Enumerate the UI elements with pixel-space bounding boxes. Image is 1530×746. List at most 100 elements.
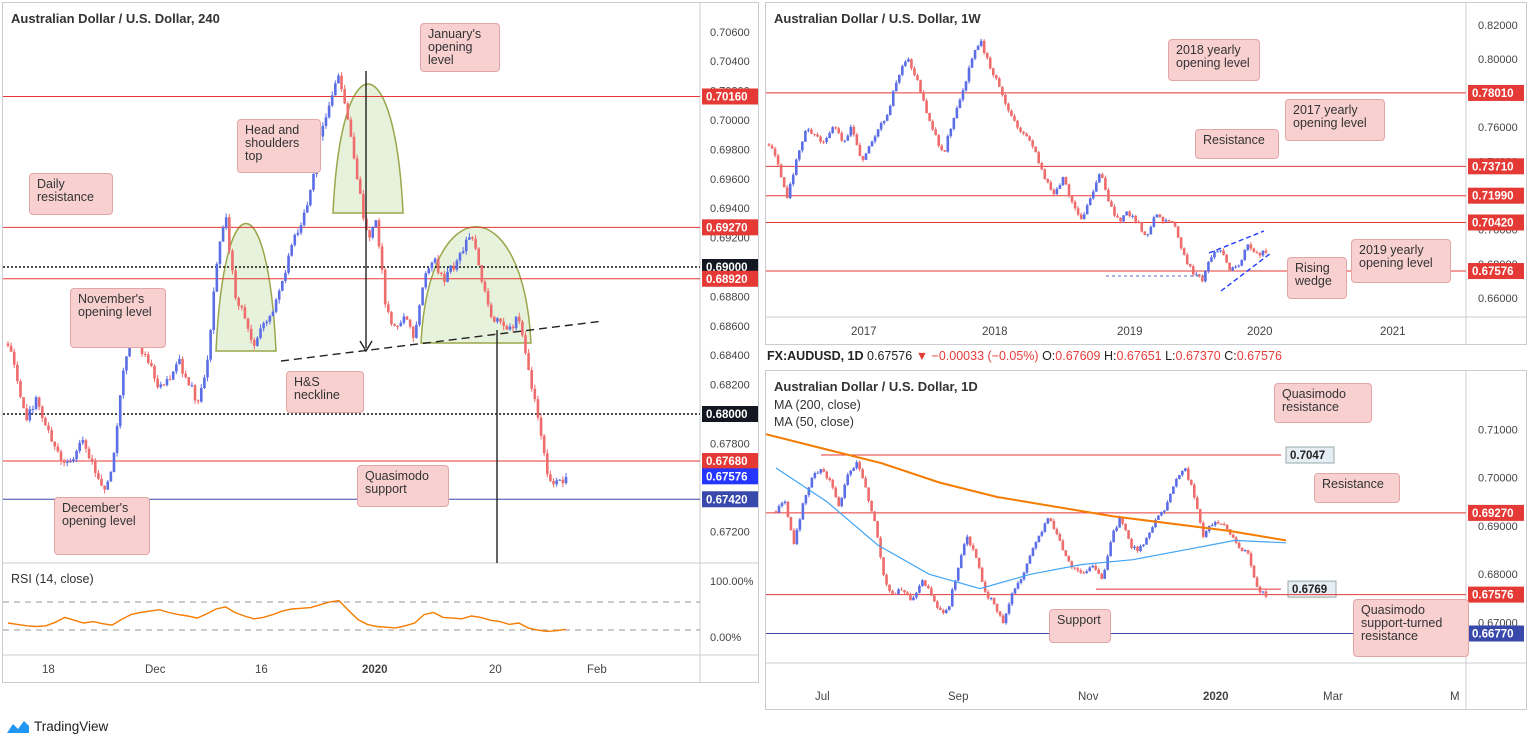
- price-candle: [904, 61, 907, 67]
- annotation-callout[interactable]: H&S neckline: [286, 371, 364, 413]
- price-candle: [882, 557, 885, 575]
- chart-weekly-panel[interactable]: 0.820000.800000.760000.740000.720000.700…: [765, 2, 1527, 345]
- price-candle: [925, 100, 928, 114]
- price-candle: [1234, 266, 1237, 268]
- price-candle: [1216, 251, 1219, 253]
- price-candle: [143, 353, 147, 355]
- low-value: 0.67370: [1175, 349, 1221, 363]
- price-label: 0.70420: [1472, 217, 1514, 229]
- annotation-callout[interactable]: Quasimodo support: [357, 465, 449, 507]
- price-candle: [1073, 567, 1077, 569]
- price-candle: [59, 451, 63, 462]
- annotation-callout[interactable]: Resistance: [1195, 129, 1279, 159]
- brand-name: TradingView: [34, 719, 109, 734]
- price-label-box: [1468, 158, 1524, 175]
- price-candle: [831, 479, 835, 488]
- price-candle: [973, 50, 977, 59]
- price-label-box: [702, 491, 758, 508]
- price-candle: [162, 384, 166, 386]
- price-candle: [967, 67, 971, 82]
- annotation-callout[interactable]: Quasimodo support-turned resistance: [1353, 599, 1469, 657]
- price-candle: [971, 545, 975, 550]
- annotation-callout[interactable]: Quasimodo resistance: [1274, 383, 1372, 423]
- price-candle: [1151, 527, 1154, 533]
- annotation-callout[interactable]: Rising wedge: [1287, 257, 1347, 299]
- price-candle: [1037, 535, 1041, 543]
- price-candle: [468, 237, 471, 240]
- price-candle: [1025, 133, 1028, 137]
- annotation-callout[interactable]: 2018 yearly opening level: [1168, 39, 1260, 81]
- price-candle: [1088, 198, 1092, 206]
- price-candle: [1082, 572, 1086, 574]
- price-candle: [855, 462, 858, 469]
- price-candle: [1085, 205, 1089, 215]
- chart-weekly-canvas[interactable]: 0.820000.800000.760000.740000.720000.700…: [766, 3, 1527, 345]
- price-candle: [888, 584, 891, 591]
- x-tick-label: Dec: [145, 664, 166, 676]
- price-candle: [903, 590, 906, 593]
- price-candle: [931, 121, 934, 130]
- y-tick-label: 0.70400: [710, 56, 750, 68]
- price-label-box: [1468, 586, 1524, 603]
- x-tick-label: 2019: [1117, 326, 1143, 338]
- price-candle: [1231, 534, 1235, 538]
- price-label-box: [702, 468, 758, 485]
- chart-daily-panel[interactable]: 0.71000 0.70000 0.69000 0.68000 0.67000 0.704…: [765, 370, 1527, 710]
- annotation-callout[interactable]: December's opening level: [54, 497, 150, 555]
- price-candle: [97, 472, 100, 479]
- price-candle: [774, 511, 778, 513]
- price-candle: [789, 516, 793, 531]
- annotation-callout[interactable]: January's opening level: [420, 23, 500, 72]
- y-tick-label: 0.69400: [710, 203, 750, 215]
- price-candle: [1246, 550, 1250, 554]
- annotation-callout[interactable]: November's opening level: [70, 288, 166, 348]
- annotation-callout[interactable]: Resistance: [1314, 473, 1400, 503]
- annotation-callout[interactable]: 2017 yearly opening level: [1285, 99, 1385, 141]
- price-candle: [405, 316, 409, 320]
- price-candle: [1154, 519, 1157, 528]
- annotation-callout[interactable]: Support: [1049, 609, 1111, 643]
- price-candle: [791, 174, 795, 185]
- price-candle: [1175, 478, 1178, 487]
- price-candle: [919, 79, 922, 93]
- price-candle: [69, 461, 72, 463]
- price-candle: [1025, 563, 1029, 573]
- price-candle: [934, 129, 937, 136]
- price-candle: [1240, 547, 1244, 552]
- price-candle: [499, 318, 502, 322]
- price-candle: [343, 89, 346, 104]
- price-candle: [922, 92, 925, 101]
- annotation-callout[interactable]: Daily resistance: [29, 173, 113, 215]
- price-candle: [921, 580, 924, 586]
- price-candle: [146, 354, 150, 364]
- annotation-callout[interactable]: Head and shoulders top: [237, 119, 321, 173]
- x-tick-label: Mar: [1323, 691, 1343, 703]
- price-candle: [564, 476, 568, 484]
- y-tick-label: 0.68600: [710, 321, 750, 333]
- price-candle: [1181, 470, 1184, 476]
- price-candle: [271, 311, 275, 317]
- price-candle: [1001, 615, 1005, 624]
- price-candle: [852, 468, 855, 471]
- price-candle: [846, 474, 850, 485]
- chart-daily-canvas[interactable]: 0.710000.700000.690000.680000.670000.704…: [766, 371, 1527, 710]
- price-candle: [1148, 532, 1151, 538]
- price-candle: [530, 370, 534, 389]
- price-candle: [976, 45, 980, 51]
- tradingview-logo[interactable]: TradingView: [4, 719, 108, 734]
- chart-4h-canvas[interactable]: 0.706000.704000.702000.700000.698000.696…: [3, 3, 759, 683]
- x-tick-label: 18: [42, 664, 55, 676]
- price-candle: [837, 497, 841, 507]
- price-candle: [249, 328, 253, 341]
- price-candle: [798, 519, 802, 530]
- annotation-callout[interactable]: 2019 yearly opening level: [1351, 239, 1451, 283]
- price-candle: [894, 82, 898, 92]
- price-label: 0.67680: [706, 456, 748, 468]
- price-candle: [436, 258, 440, 273]
- price-candle: [1121, 517, 1124, 524]
- price-candle: [947, 606, 951, 611]
- y-tick-label: 0.69600: [710, 174, 750, 186]
- price-candle: [1134, 215, 1137, 222]
- chart-4h-panel[interactable]: 0.706000.704000.702000.700000.698000.696…: [2, 2, 759, 683]
- rsi-line: [7, 599, 567, 633]
